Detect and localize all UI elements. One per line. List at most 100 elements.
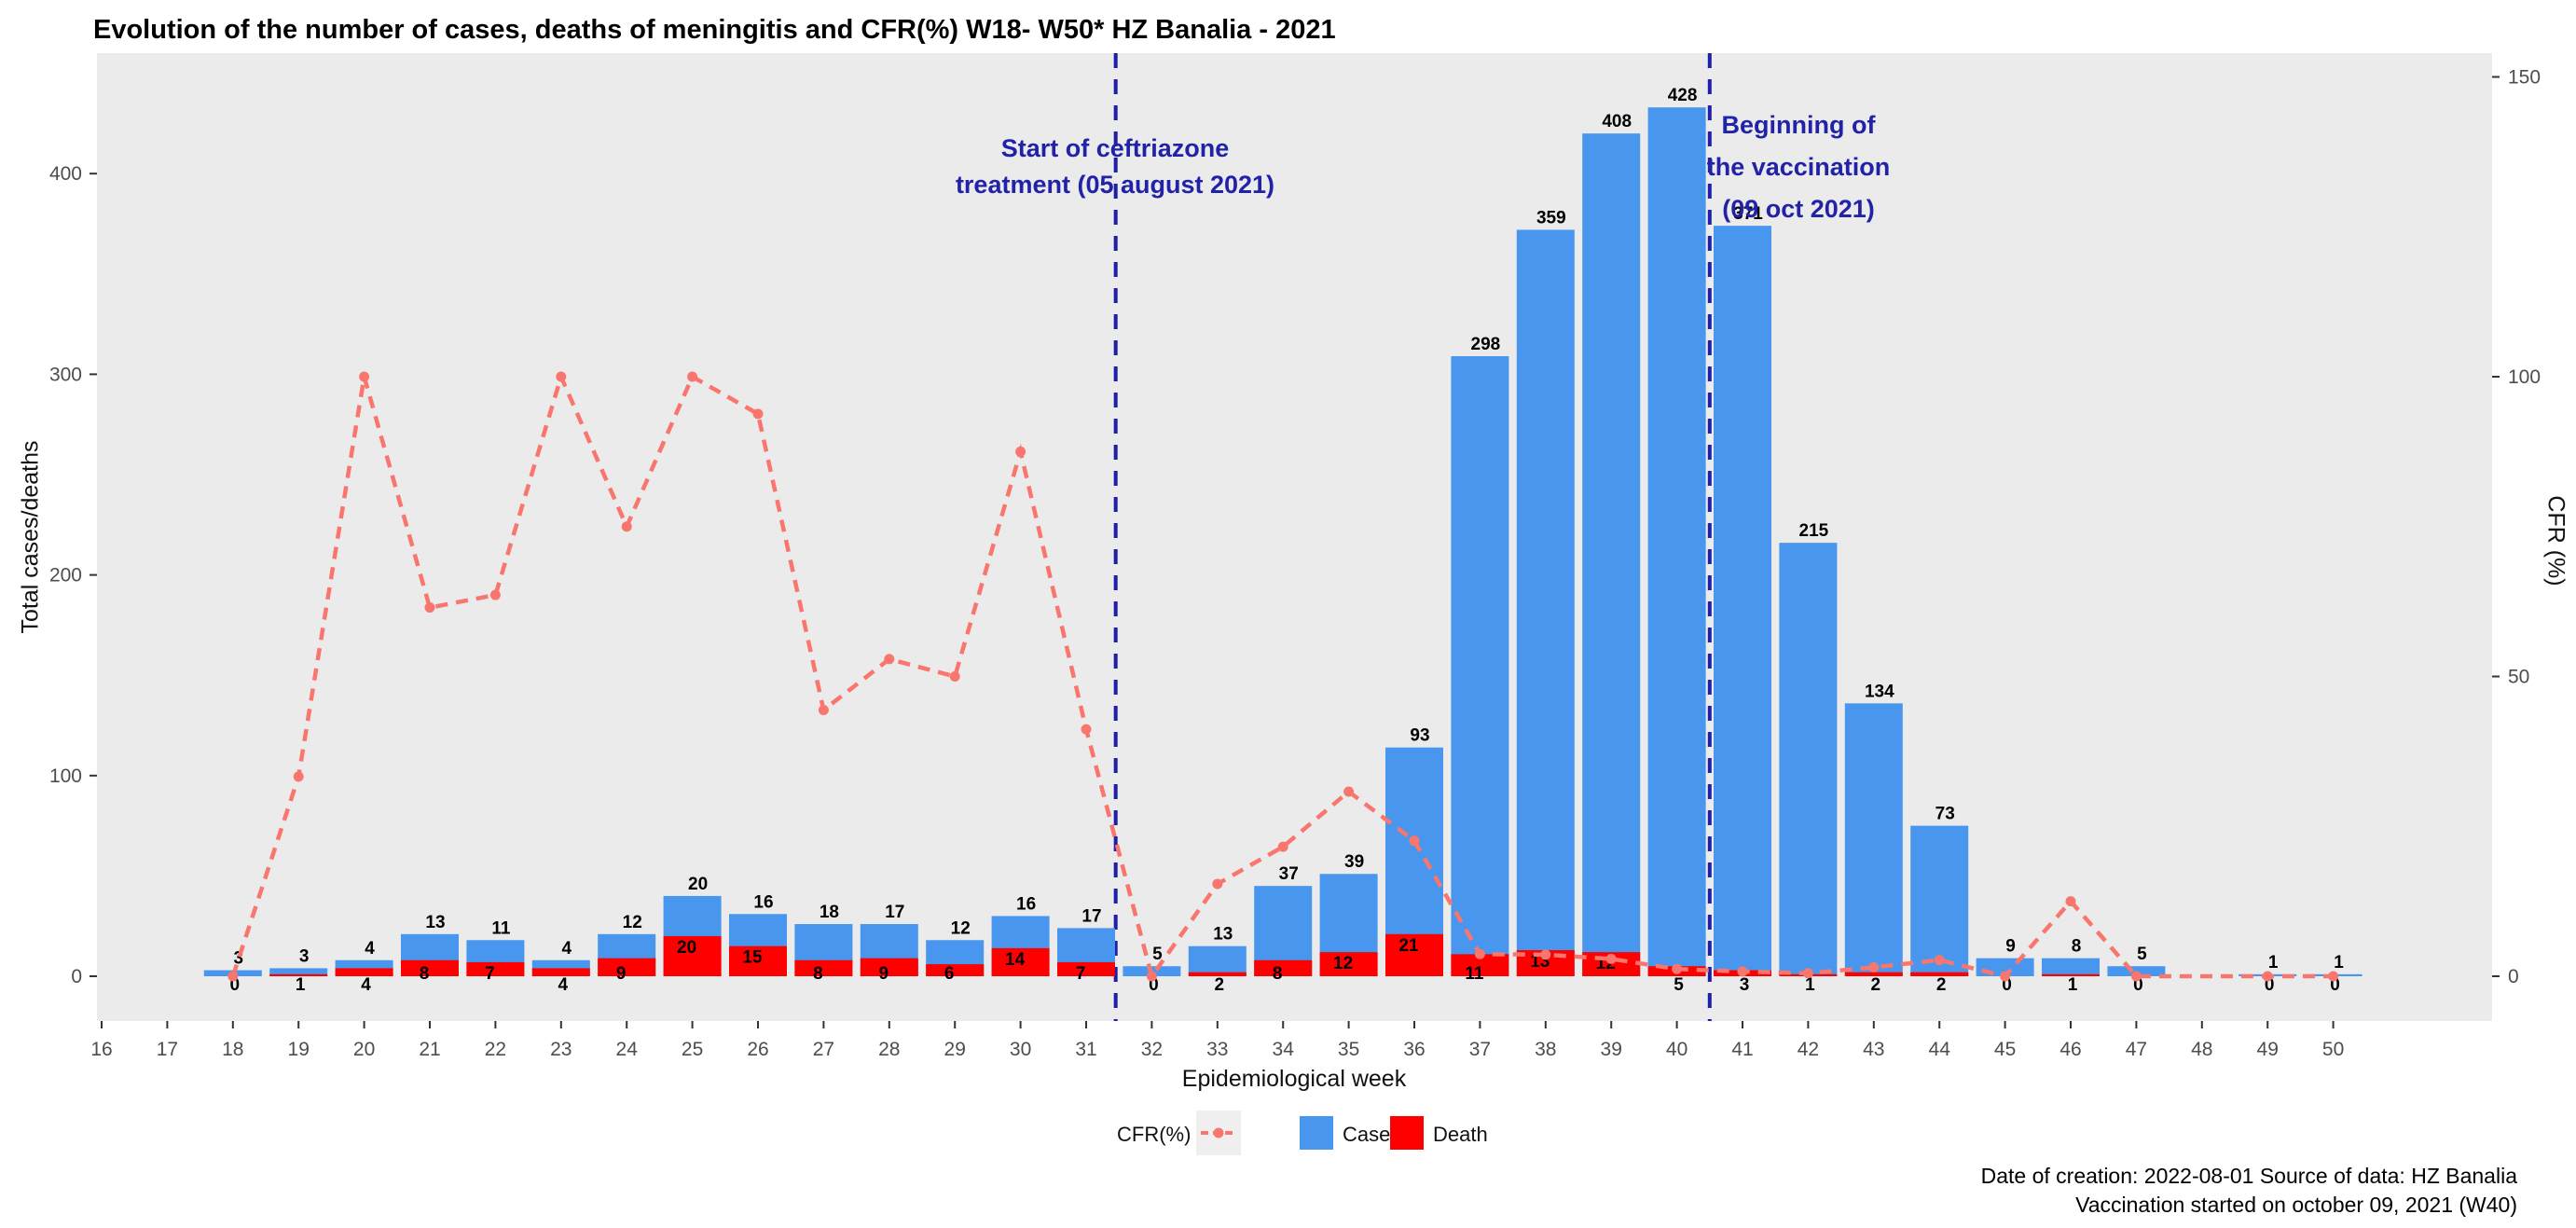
cfr-point-w43: [1868, 961, 1880, 973]
case-label-w40: 428: [1668, 86, 1698, 105]
x-tick-label-30: 30: [1010, 1039, 1031, 1060]
cfr-point-w44: [1934, 955, 1945, 966]
x-tick-label-37: 37: [1469, 1039, 1491, 1060]
case-label-w36: 93: [1410, 726, 1429, 746]
x-tick-label-16: 16: [90, 1039, 112, 1060]
case-label-w34: 37: [1279, 864, 1299, 884]
x-tick-label-29: 29: [944, 1039, 966, 1060]
treatment-annotation: Start of ceftriazone treatment (05 augus…: [956, 131, 1274, 203]
case-label-w21: 13: [425, 913, 445, 932]
x-tick-label-33: 33: [1206, 1039, 1228, 1060]
footer-line2: Vaccination started on october 09, 2021 …: [2075, 1193, 2517, 1217]
treatment-annotation-line1: Start of ceftriazone: [1000, 134, 1230, 162]
death-label-w33: 2: [1215, 975, 1225, 995]
death-bar-w28: [860, 958, 918, 976]
case-bar-w38: [1516, 229, 1575, 976]
cfr-point-w41: [1737, 966, 1748, 977]
x-tick-label-18: 18: [222, 1039, 243, 1060]
cfr-point-w21: [424, 602, 435, 614]
death-bar-w21: [401, 959, 459, 976]
cfr-point-w20: [359, 371, 370, 382]
case-label-w20: 4: [365, 939, 375, 959]
case-label-w19: 3: [299, 946, 310, 966]
death-bar-w37: [1451, 954, 1509, 976]
x-tick-label-46: 46: [2059, 1039, 2081, 1060]
case-label-w50: 1: [2334, 953, 2344, 973]
case-label-w37: 298: [1471, 335, 1501, 354]
case-label-w24: 12: [623, 913, 642, 932]
treatment-annotation-line2: treatment (05 august 2021): [955, 171, 1275, 199]
death-label-w24: 9: [616, 964, 627, 984]
cfr-point-w32: [1146, 971, 1157, 982]
x-tick-label-23: 23: [550, 1039, 572, 1060]
y-axis-label-left: Total cases/deaths: [17, 440, 44, 634]
death-label-w28: 9: [879, 964, 889, 984]
x-tick-label-50: 50: [2322, 1039, 2344, 1060]
vaccination-annotation-line1: Beginning of: [1721, 111, 1876, 139]
cfr-point-w45: [2000, 971, 2011, 982]
cfr-dashed-line-icon: [1201, 1127, 1236, 1138]
cfr-point-w40: [1672, 963, 1683, 974]
x-tick-label-20: 20: [353, 1039, 375, 1060]
y-left-tick-label-100: 100: [49, 766, 82, 787]
death-bar-w36: [1385, 933, 1443, 976]
case-label-w22: 11: [491, 918, 511, 938]
death-bar-w31: [1057, 961, 1115, 976]
y-right-tick-label-100: 100: [2508, 366, 2541, 388]
death-label-w30: 14: [1005, 950, 1026, 970]
case-bar-w37: [1451, 356, 1509, 977]
legend-death-label: Death: [1433, 1123, 1488, 1146]
death-label-w19: 1: [296, 975, 306, 995]
plot-panel: [97, 53, 2492, 1021]
legend-cfr-key: [1196, 1111, 1241, 1155]
legend-case-swatch: [1300, 1116, 1333, 1150]
x-tick-label-32: 32: [1141, 1039, 1163, 1060]
death-label-w32: 0: [1149, 975, 1159, 995]
case-label-w49: 1: [2268, 953, 2279, 973]
cfr-point-w38: [1540, 949, 1551, 960]
cfr-point-w31: [1081, 724, 1092, 735]
x-tick-label-49: 49: [2257, 1039, 2279, 1060]
death-bar-w22: [466, 961, 525, 976]
case-label-w47: 5: [2137, 945, 2147, 964]
cfr-point-w22: [489, 589, 501, 600]
case-label-w39: 408: [1602, 112, 1632, 131]
x-tick-label-21: 21: [419, 1039, 440, 1060]
case-label-w38: 359: [1536, 208, 1566, 228]
death-label-w37: 11: [1465, 964, 1484, 984]
cfr-point-w18: [227, 971, 239, 982]
case-bar-w46: [2042, 958, 2100, 976]
death-label-w46: 1: [2068, 975, 2078, 995]
death-label-w43: 2: [1871, 975, 1881, 995]
legend-death-swatch: [1390, 1116, 1424, 1150]
case-label-w46: 8: [2072, 937, 2082, 957]
case-bar-w19: [269, 968, 328, 976]
x-tick-label-31: 31: [1075, 1039, 1096, 1060]
cfr-point-w50: [2328, 971, 2339, 982]
death-bar-w24: [598, 958, 656, 976]
x-tick-label-43: 43: [1863, 1039, 1884, 1060]
cfr-point-w49: [2262, 971, 2273, 982]
footer-line1: Date of creation: 2022-08-01 Source of d…: [1980, 1164, 2517, 1188]
case-label-w45: 9: [2005, 937, 2016, 957]
cfr-point-w35: [1343, 786, 1355, 797]
case-label-w27: 18: [820, 903, 839, 922]
x-tick-label-17: 17: [157, 1039, 178, 1060]
death-bar-w26: [729, 945, 787, 976]
death-label-w22: 7: [485, 964, 495, 984]
x-tick-label-36: 36: [1403, 1039, 1425, 1060]
cfr-point-w25: [687, 371, 698, 382]
death-label-w35: 12: [1333, 954, 1353, 973]
death-bar-w34: [1254, 959, 1313, 976]
death-label-w25: 20: [677, 938, 696, 958]
cfr-point-w34: [1277, 841, 1288, 852]
cfr-point-w46: [2065, 896, 2076, 907]
case-label-w33: 13: [1213, 925, 1233, 945]
death-label-w31: 7: [1076, 964, 1086, 984]
x-tick-label-47: 47: [2126, 1039, 2147, 1060]
case-label-w42: 215: [1799, 521, 1829, 541]
y-left-tick-label-0: 0: [71, 966, 82, 987]
case-bar-w39: [1582, 133, 1641, 976]
cfr-point-w30: [1015, 446, 1026, 457]
death-bar-w19: [269, 973, 328, 976]
